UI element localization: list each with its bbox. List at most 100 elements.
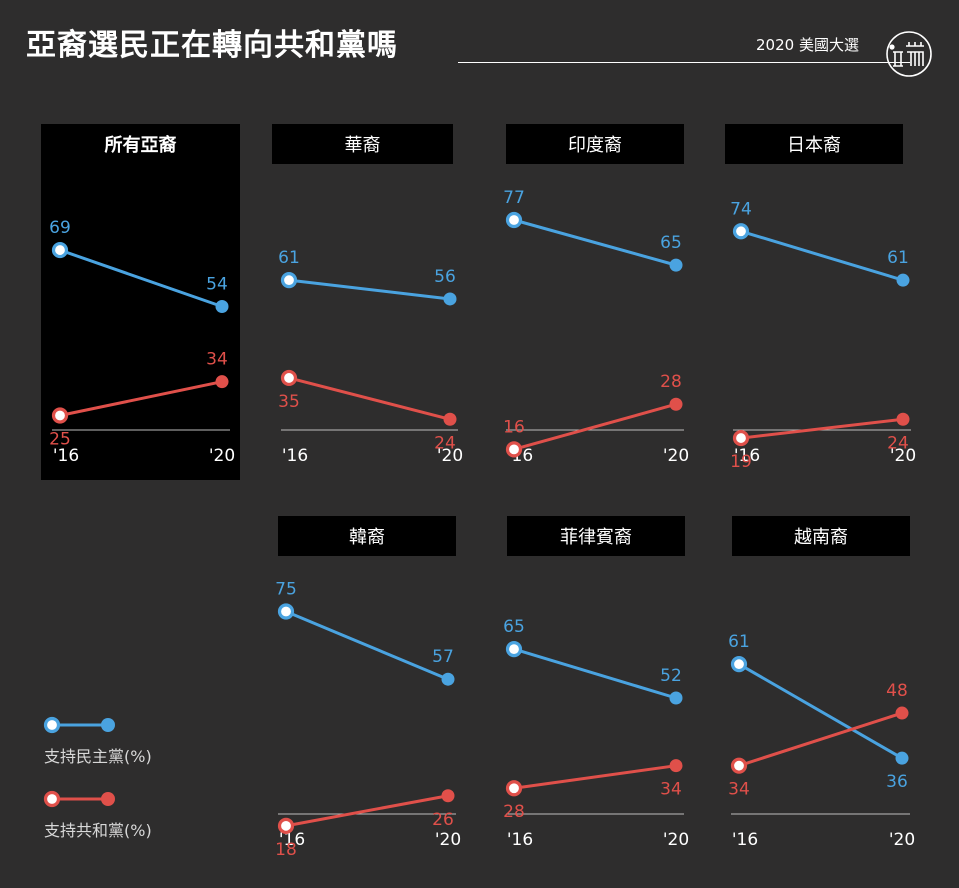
rep-line: [59, 380, 223, 417]
tick-label: '16: [732, 830, 758, 850]
value-label: 52: [660, 666, 682, 686]
panel-5: 韓裔 '16 '20 75 57 18 26: [275, 516, 461, 860]
tick-label: '20: [209, 446, 235, 466]
dem-point-2016: [51, 241, 69, 259]
value-label: 35: [278, 392, 300, 412]
panel-title: 華裔: [345, 135, 381, 156]
value-label: 48: [886, 681, 908, 701]
tick-label: '20: [437, 446, 463, 466]
dem-point-2016: [280, 272, 298, 289]
tick-label: '16: [282, 446, 308, 466]
panel-4: 日本裔 '16 '20 74 61 19 24: [725, 124, 916, 472]
value-label: 61: [278, 248, 300, 268]
rep-point-2016: [732, 429, 750, 447]
tick-label: '20: [890, 446, 916, 466]
value-label: 61: [887, 248, 909, 268]
value-label: 65: [660, 233, 682, 253]
dem-point-2020: [895, 751, 909, 765]
panel-title: 韓裔: [349, 527, 385, 548]
dem-point-2016: [505, 211, 523, 229]
legend-marker-filled: [101, 792, 115, 806]
panel-title: 日本裔: [787, 135, 841, 156]
panel-title-box: [278, 516, 456, 556]
value-label: 65: [503, 617, 525, 637]
dem-line: [740, 229, 904, 282]
value-label: 34: [206, 350, 228, 370]
dem-point-2016: [732, 223, 750, 240]
value-label: 34: [660, 780, 682, 800]
value-label: 18: [275, 840, 297, 860]
value-label: 24: [434, 433, 456, 453]
rep-point-2020: [669, 759, 683, 773]
rep-point-2016: [505, 441, 523, 458]
legend-label: 支持民主黨(%): [44, 747, 152, 766]
dem-line: [513, 218, 677, 267]
panel-title: 越南裔: [794, 527, 848, 548]
rep-point-2020: [441, 789, 455, 803]
tick-label: '20: [663, 830, 689, 850]
value-label: 74: [730, 199, 752, 219]
value-label: 34: [728, 780, 750, 800]
rep-point-2016: [505, 780, 523, 797]
value-label: 75: [275, 580, 297, 600]
panel-title: 菲律賓裔: [560, 527, 632, 548]
value-label: 57: [432, 647, 454, 667]
rep-point-2020: [443, 412, 457, 426]
legend-label: 支持共和黨(%): [44, 821, 152, 840]
rep-line: [285, 794, 449, 828]
rep-point-2016: [280, 369, 298, 387]
dem-point-2016: [277, 603, 295, 620]
value-label: 54: [206, 274, 228, 294]
dem-line: [738, 662, 903, 760]
page-title: 亞裔選民正在轉向共和黨嗎: [26, 28, 398, 63]
panel-title-box: [506, 124, 684, 164]
dem-line: [285, 610, 449, 681]
panel-1: 所有亞裔 '16 '20 69 54 25 34: [41, 124, 240, 480]
panel-title-box: [725, 124, 903, 164]
subtitle: 2020 美國大選: [756, 36, 859, 54]
value-label: 28: [660, 372, 682, 392]
value-label: 77: [503, 188, 525, 208]
dem-line: [288, 278, 451, 301]
title-rule: [458, 62, 910, 63]
panel-title-box: [732, 516, 910, 556]
panel-title-box: [507, 516, 685, 556]
value-label: 28: [503, 802, 525, 822]
rep-line: [288, 376, 451, 421]
value-label: 69: [49, 218, 71, 238]
rep-point-2016: [730, 757, 748, 774]
panel-7: 越南裔 '16 '20 61 36 34 48: [728, 516, 915, 850]
dem-point-2020: [443, 292, 457, 306]
rep-line: [513, 402, 677, 451]
tick-label: '20: [435, 830, 461, 850]
legend-marker-filled: [101, 718, 115, 732]
dem-point-2020: [441, 672, 455, 686]
dem-line: [59, 248, 223, 308]
legend-marker-open: [43, 790, 61, 808]
panel-2: 華裔 '16 '20 61 56 35 24: [272, 124, 463, 466]
value-label: 19: [730, 452, 752, 472]
rep-point-2020: [895, 706, 909, 720]
tick-label: '20: [663, 446, 689, 466]
rep-line: [740, 417, 904, 440]
value-label: 61: [728, 632, 750, 652]
dem-point-2020: [215, 299, 229, 313]
dem-line: [513, 647, 677, 700]
value-label: 26: [432, 810, 454, 830]
legend: 支持民主黨(%) 支持共和黨(%): [43, 716, 152, 840]
tick-label: '16: [734, 446, 760, 466]
dem-point-2020: [669, 258, 683, 272]
panel-title: 印度裔: [568, 135, 622, 156]
tick-label: '16: [507, 830, 533, 850]
panel-title-box: [272, 124, 453, 164]
dem-point-2020: [669, 691, 683, 705]
value-label: 36: [886, 772, 908, 792]
rep-line: [738, 711, 903, 768]
panel-title: 所有亞裔: [105, 134, 177, 156]
rep-point-2016: [277, 817, 295, 834]
dem-point-2016: [505, 641, 523, 658]
value-label: 16: [503, 417, 525, 437]
rep-line: [513, 764, 677, 790]
